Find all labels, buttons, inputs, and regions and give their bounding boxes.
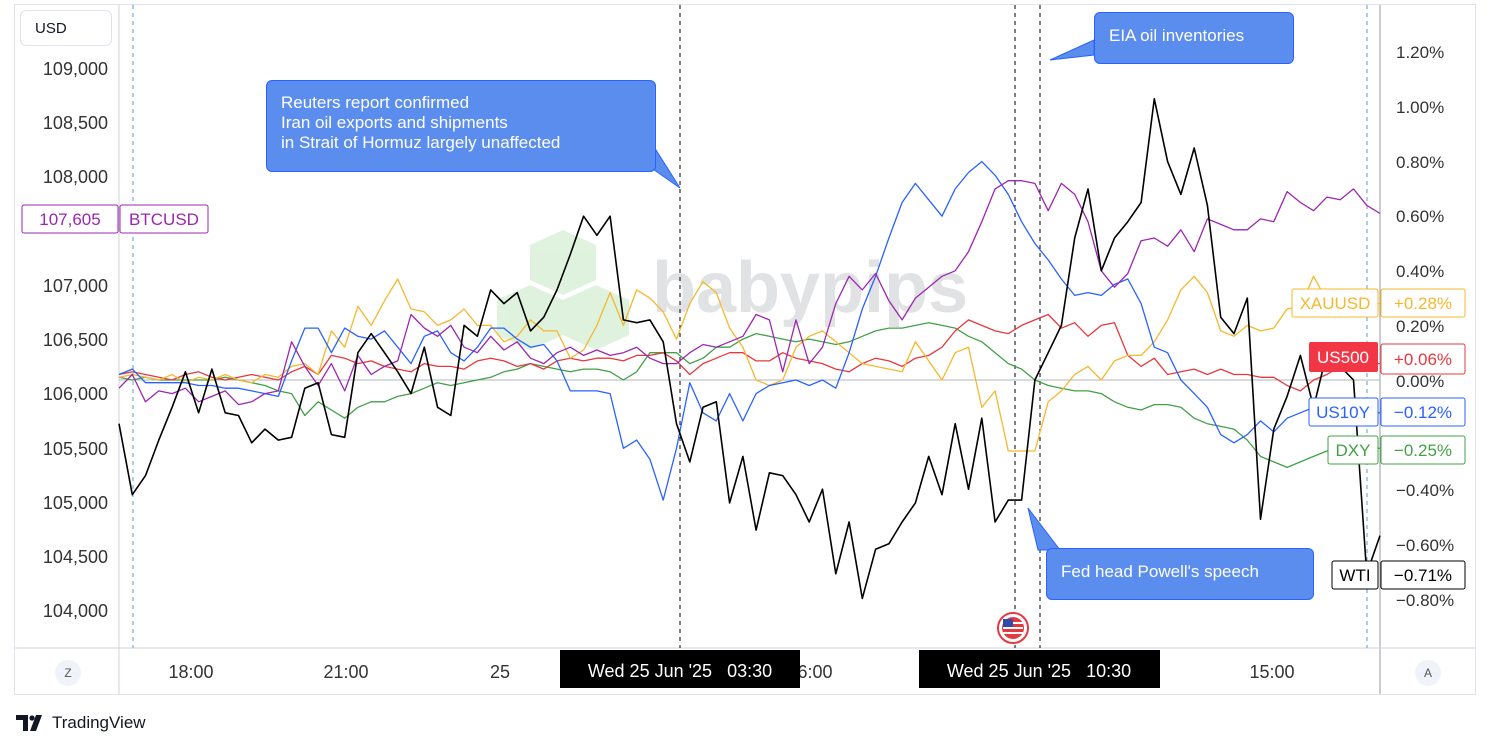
svg-text:US10Y: US10Y: [1316, 403, 1370, 422]
svg-text:+0.28%: +0.28%: [1394, 294, 1452, 313]
us-flag-icon[interactable]: [997, 612, 1029, 644]
legend-dxy: DXY −0.25%: [1327, 435, 1466, 465]
svg-text:+0.06%: +0.06%: [1394, 350, 1452, 369]
left-tick: 106,000: [43, 384, 108, 404]
right-tick: −0.40%: [1396, 481, 1454, 500]
right-tick: 1.20%: [1396, 43, 1444, 62]
svg-text:−0.25%: −0.25%: [1394, 441, 1452, 460]
time-tick: 21:00: [323, 662, 368, 682]
right-tick: −0.60%: [1396, 536, 1454, 555]
series-line-wti[interactable]: [118, 98, 1381, 600]
time-tick: 18:00: [168, 662, 213, 682]
chart-frame: [14, 4, 1476, 695]
right-axis: 1.20% 1.00% 0.80% 0.60% 0.40% 0.20% 0.00…: [1396, 43, 1454, 610]
legend-us10y: US10Y −0.12%: [1308, 397, 1466, 427]
svg-text:XAUUSD: XAUUSD: [1300, 294, 1371, 313]
annotation-powell[interactable]: Fed head Powell's speech: [1046, 548, 1314, 600]
legend-xauusd: XAUUSD +0.28%: [1291, 288, 1466, 318]
left-tick: 107,000: [43, 276, 108, 296]
left-tick: 105,000: [43, 493, 108, 513]
tradingview-logo-icon: [16, 715, 42, 731]
right-tick: 0.20%: [1396, 317, 1444, 336]
legend-us500: US500 +0.06%: [1309, 342, 1466, 375]
callout-tail-powell: [1027, 507, 1062, 551]
left-tick: 109,000: [43, 59, 108, 79]
time-tick: 6:00: [797, 662, 832, 682]
annotation-reuters[interactable]: Reuters report confirmed Iran oil export…: [266, 80, 656, 172]
svg-text:−0.71%: −0.71%: [1394, 566, 1452, 585]
crosshair-label-2: Wed 25 Jun '25 10:30: [947, 661, 1131, 681]
time-axis: 18:00 21:00 25 6:00 15:00: [168, 662, 1294, 682]
series-layer: [118, 98, 1381, 600]
btc-price-tag: [21, 204, 119, 234]
series-line-dxy[interactable]: [118, 322, 1380, 469]
right-tick: 0.00%: [1396, 372, 1444, 391]
series-line-xauusd[interactable]: [118, 275, 1380, 452]
currency-selector[interactable]: USD: [20, 10, 112, 46]
auto-scale-button[interactable]: A: [1415, 660, 1441, 686]
series-line-btcusd[interactable]: [118, 180, 1381, 406]
right-tick: 0.80%: [1396, 153, 1444, 172]
right-tick: 0.60%: [1396, 207, 1444, 226]
time-tick: 25: [490, 662, 510, 682]
svg-text:DXY: DXY: [1336, 441, 1371, 460]
svg-text:−0.12%: −0.12%: [1394, 403, 1452, 422]
right-tick: −0.80%: [1396, 591, 1454, 610]
btc-price-value: 107,605: [39, 210, 100, 229]
crosshair-label-bg-2: [919, 650, 1160, 688]
right-tick: 1.00%: [1396, 98, 1444, 117]
left-tick: 106,500: [43, 330, 108, 350]
series-line-us10y[interactable]: [118, 160, 1380, 501]
crosshair-label-1: Wed 25 Jun '25 03:30: [588, 661, 772, 681]
svg-text:US500: US500: [1317, 348, 1369, 367]
left-tick: 108,500: [43, 113, 108, 133]
callout-tail-eia: [1049, 39, 1095, 61]
left-tick: 104,500: [43, 547, 108, 567]
annotation-eia[interactable]: EIA oil inventories: [1094, 12, 1294, 64]
watermark-text: babypips: [652, 248, 968, 328]
tradingview-wordmark: TradingView: [52, 713, 146, 732]
tradingview-logo[interactable]: TradingView: [16, 711, 146, 735]
left-tick: 104,000: [43, 601, 108, 621]
legend-wti: WTI −0.71%: [1331, 560, 1466, 590]
left-tick: 105,500: [43, 439, 108, 459]
left-tick: 108,000: [43, 167, 108, 187]
series-line-us500[interactable]: [118, 313, 1380, 392]
time-tick: 15:00: [1249, 662, 1294, 682]
right-tick: 0.40%: [1396, 262, 1444, 281]
btc-name-label: BTCUSD: [129, 210, 199, 229]
watermark-logo: [497, 230, 629, 350]
zoom-button[interactable]: Z: [55, 660, 81, 686]
left-axis: 109,000 108,500 108,000 107,000 106,500 …: [43, 59, 108, 621]
btc-name-tag: [119, 204, 209, 234]
svg-text:WTI: WTI: [1339, 566, 1370, 585]
crosshair-label-bg-1: [560, 650, 800, 688]
